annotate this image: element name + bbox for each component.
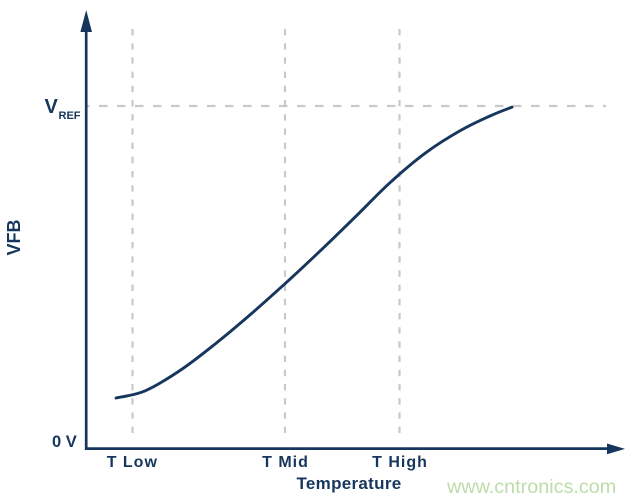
svg-text:VFB: VFB — [4, 219, 24, 255]
svg-text:T Mid: T Mid — [262, 454, 309, 471]
svg-text:V: V — [45, 96, 59, 118]
svg-text:T Low: T Low — [107, 454, 158, 471]
svg-text:0 V: 0 V — [52, 433, 77, 451]
svg-text:Temperature: Temperature — [296, 474, 401, 493]
svg-text:REF: REF — [59, 110, 81, 122]
svg-text:T High: T High — [372, 454, 428, 471]
svg-text:www.cntronics.com: www.cntronics.com — [446, 476, 616, 498]
